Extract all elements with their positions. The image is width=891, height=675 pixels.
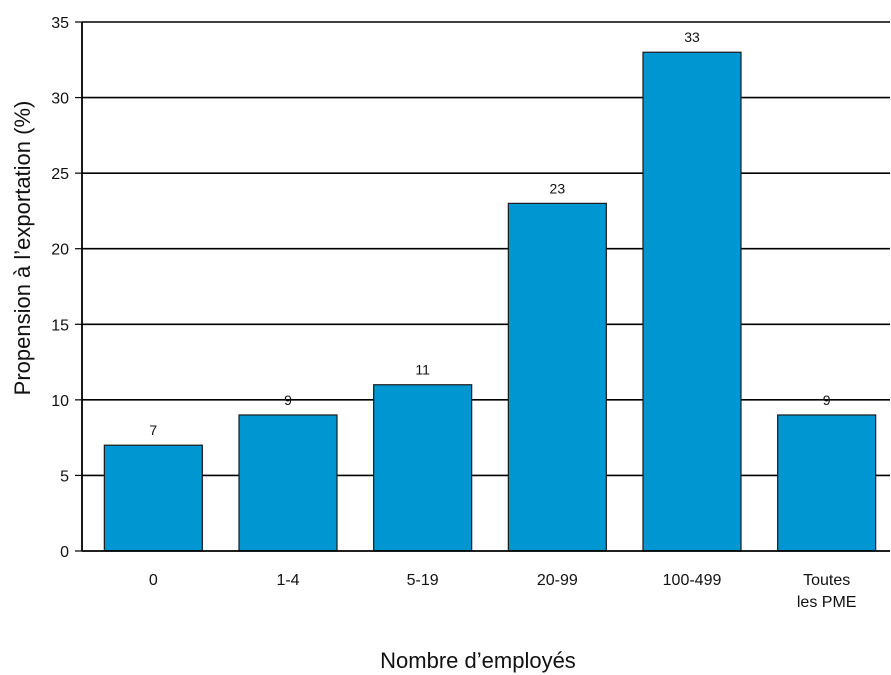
x-tick-label-3: 20-99 [537,572,578,589]
y-axis-title: Propension à l’exportation (%) [10,101,35,396]
data-label-3: 23 [550,180,566,196]
bar-5 [777,414,877,552]
bars [103,51,877,552]
data-label-4: 33 [684,29,700,45]
y-tick-label-35: 35 [51,15,69,32]
bar-4 [642,51,742,552]
data-label-1: 9 [284,392,292,408]
y-tick-label-25: 25 [51,166,69,183]
bar-3 [507,202,607,552]
x-tick-label-5-line-1: les PME [797,594,857,611]
gridlines [82,21,890,477]
x-tick-label-1: 1-4 [276,572,299,589]
x-axis-title: Nombre d’employés [380,648,576,673]
x-tick-label-5-line-0: Toutes [803,572,850,589]
bar-1 [238,414,338,552]
bar-2 [373,384,473,552]
data-label-2: 11 [415,362,430,378]
y-tick-label-10: 10 [51,393,69,410]
y-tick-label-15: 15 [51,317,69,334]
x-tick-label-4: 100-499 [663,572,722,589]
x-tick-label-2: 5-19 [407,572,439,589]
y-tick-label-5: 5 [60,468,69,485]
data-label-5: 9 [823,392,831,408]
y-tick-label-0: 0 [60,544,69,561]
data-label-0: 7 [149,422,157,438]
y-tick-label-30: 30 [51,91,69,108]
x-tick-label-0: 0 [149,572,158,589]
data-labels: 7 9 11 23 33 9 [149,29,830,438]
axes: 0 5 10 15 20 25 30 35 0 1-4 5-19 20-99 100-499 Toutes… [51,15,890,611]
y-tick-label-20: 20 [51,242,69,259]
bar-0 [103,444,203,552]
